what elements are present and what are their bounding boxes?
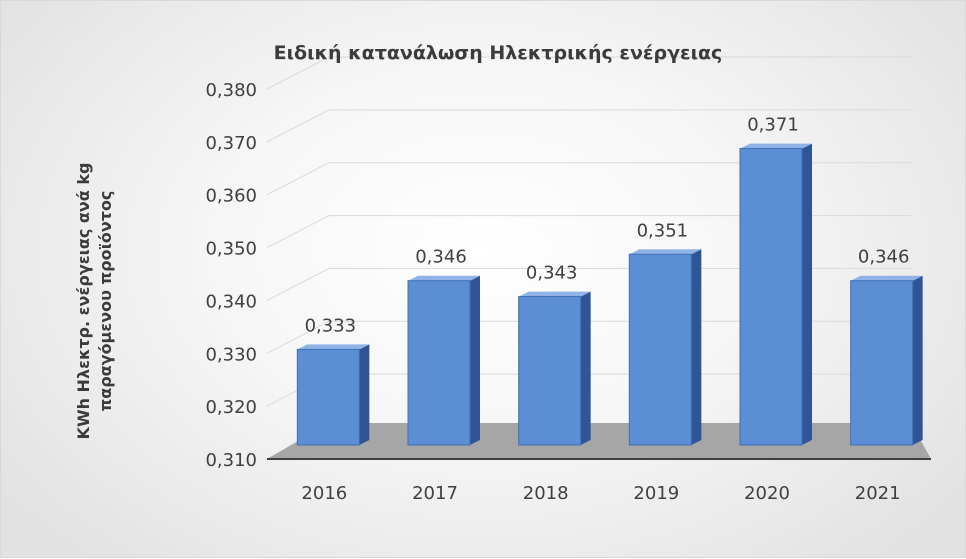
bar-side xyxy=(802,143,812,446)
gridline xyxy=(266,56,911,90)
bar-side xyxy=(580,291,591,445)
y-axis-label: KWh Ηλεκτρ. ενέργειας ανά kg παραγόμενου… xyxy=(74,163,115,440)
bar-side xyxy=(470,275,480,445)
gridline xyxy=(266,267,911,301)
bar-2019 xyxy=(628,249,702,446)
gridline xyxy=(266,215,911,249)
bar-side xyxy=(359,344,370,445)
bar-side xyxy=(912,275,923,445)
bar-top xyxy=(297,344,370,350)
bar-2016 xyxy=(296,344,370,446)
bar-2020 xyxy=(739,143,812,446)
bar-side xyxy=(691,249,702,445)
data-label: 0,371 xyxy=(747,115,799,136)
y-axis-label-line-1: KWh Ηλεκτρ. ενέργειας ανά kg xyxy=(74,163,93,440)
x-tick-label: 2020 xyxy=(744,483,790,504)
bar-top xyxy=(629,249,702,255)
x-tick-label: 2018 xyxy=(523,483,569,504)
bar-top xyxy=(740,143,812,149)
bar-front xyxy=(296,348,360,446)
data-label: 0,346 xyxy=(415,247,467,268)
bar-front xyxy=(628,253,692,446)
bar-2017 xyxy=(407,275,480,446)
bar-2021 xyxy=(850,275,923,446)
y-tick-label: 0,370 xyxy=(205,133,257,154)
data-label: 0,351 xyxy=(637,220,689,241)
bars xyxy=(296,143,923,446)
gridline xyxy=(266,320,911,354)
bar-front xyxy=(518,296,582,446)
y-tick-label: 0,380 xyxy=(205,80,257,101)
bar-top xyxy=(408,275,480,281)
y-tick-label: 0,340 xyxy=(205,291,257,312)
x-tick-label: 2017 xyxy=(412,483,458,504)
bar-top xyxy=(850,275,923,281)
bar-front xyxy=(407,280,471,446)
bar-front xyxy=(739,148,803,446)
x-tick-label: 2021 xyxy=(855,483,901,504)
chart-title: Ειδική κατανάλωση Ηλεκτρικής ενέργειας xyxy=(274,42,723,64)
data-label: 0,343 xyxy=(526,263,578,284)
bar-2018 xyxy=(518,291,591,446)
gridline xyxy=(266,162,911,196)
y-tick-label: 0,330 xyxy=(205,344,257,365)
y-tick-label: 0,320 xyxy=(205,397,257,418)
y-axis-label-line-2: παραγόμενου προϊόντος xyxy=(96,191,115,412)
y-tick-label: 0,360 xyxy=(205,186,257,207)
y-tick-label: 0,310 xyxy=(205,450,257,471)
data-label: 0,346 xyxy=(858,247,910,268)
gridline xyxy=(266,109,911,143)
gridlines xyxy=(266,56,911,407)
labels: 0,333 2016 0,346 2017 0,343 2018 0,351 2019 0,37… xyxy=(205,80,909,504)
data-label: 0,333 xyxy=(305,315,357,336)
x-tick-label: 2019 xyxy=(633,483,679,504)
x-tick-label: 2016 xyxy=(301,483,347,504)
bar-front xyxy=(850,280,914,446)
bar-top xyxy=(518,291,591,297)
y-tick-label: 0,350 xyxy=(205,239,257,260)
